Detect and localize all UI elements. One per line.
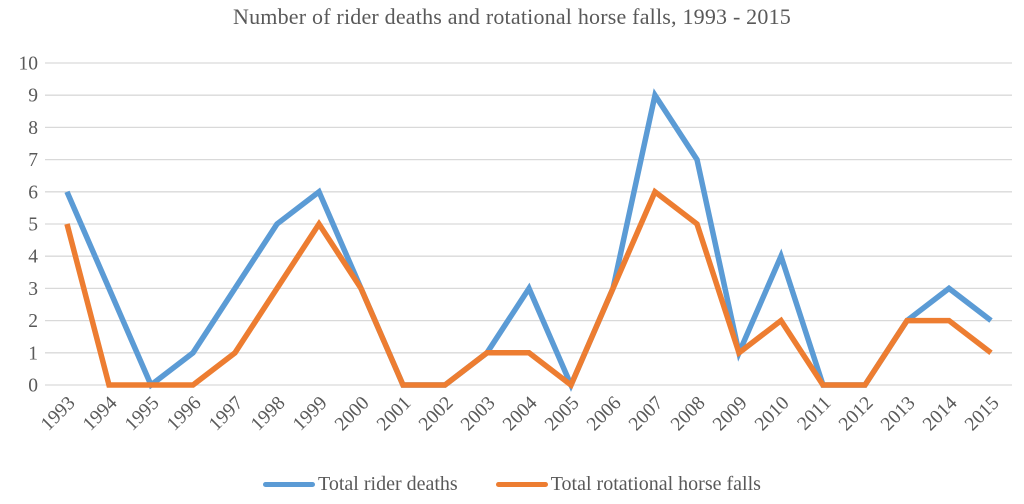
x-tick-label-2012: 2012 [835,393,877,435]
x-tick-label-1998: 1998 [247,393,289,435]
x-tick-label-2015: 2015 [961,393,1003,435]
y-tick-label-8: 8 [28,118,38,139]
x-tick-label-1995: 1995 [121,393,163,435]
x-tick-label-2002: 2002 [415,393,457,435]
y-tick-label-2: 2 [28,311,38,332]
x-tick-label-2008: 2008 [667,393,709,435]
x-tick-label-1996: 1996 [163,393,206,436]
rotational-falls-line-swatch [495,482,548,487]
y-tick-label-6: 6 [28,182,38,203]
legend-item-rider-deaths: Total rider deaths [263,473,458,496]
chart-title: Number of rider deaths and rotational ho… [233,4,791,29]
x-tick-label-2010: 2010 [751,393,793,435]
x-tick-label-2006: 2006 [583,393,626,436]
series-line-1 [64,187,993,390]
x-tick-label-1994: 1994 [79,393,122,436]
y-tick-label-7: 7 [28,150,38,171]
rider-deaths-line-swatch [263,482,316,487]
series-line-0 [64,88,993,392]
x-tick-label-2000: 2000 [331,393,373,435]
x-tick-label-2011: 2011 [794,393,836,435]
x-tick-label-2004: 2004 [499,393,542,436]
x-tick-label-2014: 2014 [919,393,962,436]
y-tick-label-9: 9 [28,86,38,107]
legend: Total rider deaths Total rotational hors… [0,473,1024,496]
x-tick-label-1997: 1997 [205,393,248,436]
y-tick-label-0: 0 [28,376,38,397]
x-tick-label-1999: 1999 [289,393,331,435]
x-tick-label-2005: 2005 [541,393,583,435]
y-tick-label-10: 10 [19,54,39,75]
y-tick-label-1: 1 [28,343,38,364]
x-tick-label-2001: 2001 [373,393,415,435]
legend-label-rider-deaths: Total rider deaths [318,473,458,495]
x-tick-label-2007: 2007 [625,393,668,436]
legend-item-rotational-falls: Total rotational horse falls [495,473,761,496]
x-tick-label-2003: 2003 [457,393,499,435]
y-tick-label-4: 4 [28,247,38,268]
x-tick-label-2013: 2013 [877,393,919,435]
y-tick-label-5: 5 [28,215,38,236]
x-tick-label-2009: 2009 [709,393,751,435]
legend-label-rotational-falls: Total rotational horse falls [550,473,761,495]
x-tick-label-1993: 1993 [37,393,79,435]
y-tick-label-3: 3 [28,279,38,300]
